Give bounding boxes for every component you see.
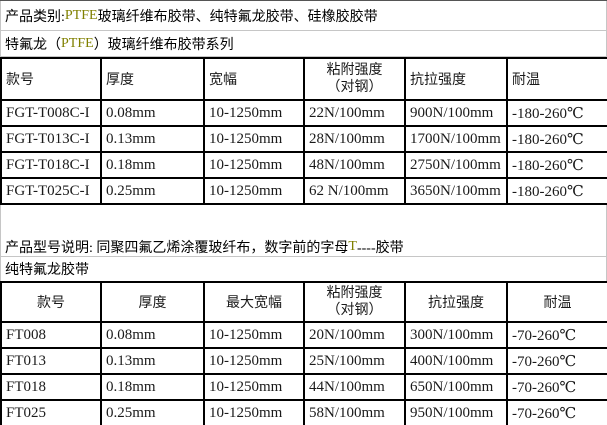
note-highlight-t: T <box>348 238 357 254</box>
col-header-thickness: 厚度 <box>100 57 205 101</box>
col-header-thickness: 厚度 <box>100 281 205 323</box>
cell-model: FGT-T025C-I <box>0 177 102 205</box>
series-highlight-ptfe: PTFE <box>61 35 94 51</box>
cell-width: 10-1250mm <box>203 151 305 179</box>
cell-adhesion: 58N/100mm <box>303 399 406 425</box>
pure-teflon-tape-table: 款号 厚度 最大宽幅 粘附强度 （对钢） 抗拉强度 耐温 FT008 0.08m… <box>0 281 607 425</box>
cell-adhesion: 22N/100mm <box>303 99 406 127</box>
cell-temperature: -180-260℃ <box>506 99 607 127</box>
cell-model: FT013 <box>0 347 102 375</box>
cell-model: FGT-T013C-I <box>0 125 102 153</box>
cell-tensile: 3650N/100mm <box>404 177 508 205</box>
cell-tensile: 650N/100mm <box>404 373 508 401</box>
cell-temperature: -180-260℃ <box>506 151 607 179</box>
cell-thickness: 0.18mm <box>100 151 205 179</box>
col-header-max-width: 最大宽幅 <box>203 281 305 323</box>
cell-model: FT008 <box>0 321 102 349</box>
table-header-row: 款号 厚度 宽幅 粘附强度 （对钢） 抗拉强度 耐温 <box>0 57 607 101</box>
category-highlight-ptfe: PTFE <box>64 7 98 23</box>
cell-thickness: 0.25mm <box>100 177 205 205</box>
series-suffix: ）玻璃纤维布胶带系列 <box>93 37 234 53</box>
spacer-row <box>0 205 607 237</box>
section2-title-label: 纯特氟龙胶带 <box>5 263 89 278</box>
table-row: FT025 0.25mm 10-1250mm 58N/100mm 950N/10… <box>0 399 607 425</box>
cell-width: 10-1250mm <box>203 99 305 127</box>
cell-adhesion: 20N/100mm <box>303 321 406 349</box>
col-header-model: 款号 <box>0 281 102 323</box>
cell-temperature: -70-260℃ <box>506 347 607 375</box>
cell-tensile: 1700N/100mm <box>404 125 508 153</box>
cell-thickness: 0.13mm <box>100 125 205 153</box>
series-title-line: 特氟龙（ PTFE ）玻璃纤维布胶带系列 <box>0 31 607 57</box>
table-row: FGT-T008C-I 0.08mm 10-1250mm 22N/100mm 9… <box>0 99 607 127</box>
cell-model: FGT-T018C-I <box>0 151 102 179</box>
cell-model: FT025 <box>0 399 102 425</box>
cell-model: FT018 <box>0 373 102 401</box>
cell-adhesion: 44N/100mm <box>303 373 406 401</box>
table-header-row: 款号 厚度 最大宽幅 粘附强度 （对钢） 抗拉强度 耐温 <box>0 281 607 323</box>
cell-width: 10-1250mm <box>203 125 305 153</box>
table-row: FT018 0.18mm 10-1250mm 44N/100mm 650N/10… <box>0 373 607 401</box>
table-row: FT008 0.08mm 10-1250mm 20N/100mm 300N/10… <box>0 321 607 349</box>
col-header-adhesion: 粘附强度 （对钢） <box>303 281 406 323</box>
cell-adhesion: 28N/100mm <box>303 125 406 153</box>
category-suffix: 玻璃纤维布胶带、纯特氟龙胶带、硅橡胶胶带 <box>97 9 378 25</box>
cell-adhesion: 62 N/100mm <box>303 177 406 205</box>
model-note-line: 产品型号说明: 同聚四氟乙烯涂覆玻纤布，数字前的字母 T ----胶带 <box>0 237 607 257</box>
cell-thickness: 0.18mm <box>100 373 205 401</box>
col-header-tensile: 抗拉强度 <box>404 281 508 323</box>
cell-tensile: 950N/100mm <box>404 399 508 425</box>
col-header-tensile: 抗拉强度 <box>404 57 508 101</box>
cell-tensile: 2750N/100mm <box>404 151 508 179</box>
cell-temperature: -180-260℃ <box>506 125 607 153</box>
series-prefix: 特氟龙（ <box>5 37 61 53</box>
cell-width: 10-1250mm <box>203 177 305 205</box>
col-header-width: 宽幅 <box>203 57 305 101</box>
cell-thickness: 0.08mm <box>100 99 205 127</box>
ptfe-glass-fiber-tape-table: 款号 厚度 宽幅 粘附强度 （对钢） 抗拉强度 耐温 FGT-T008C-I 0… <box>0 57 607 205</box>
cell-max-width: 10-1250mm <box>203 373 305 401</box>
col-header-model: 款号 <box>0 57 102 101</box>
cell-max-width: 10-1250mm <box>203 347 305 375</box>
section2-title: 纯特氟龙胶带 <box>0 257 607 281</box>
product-category-line: 产品类别: PTFE 玻璃纤维布胶带、纯特氟龙胶带、硅橡胶胶带 <box>0 1 607 31</box>
cell-thickness: 0.08mm <box>100 321 205 349</box>
category-prefix: 产品类别: <box>5 9 65 25</box>
cell-adhesion: 48N/100mm <box>303 151 406 179</box>
table-row: FT013 0.13mm 10-1250mm 25N/100mm 400N/10… <box>0 347 607 375</box>
note-prefix: 产品型号说明: 同聚四氟乙烯涂覆玻纤布，数字前的字母 <box>5 240 349 256</box>
table-row: FGT-T018C-I 0.18mm 10-1250mm 48N/100mm 2… <box>0 151 607 179</box>
cell-temperature: -180-260℃ <box>506 177 607 205</box>
cell-thickness: 0.13mm <box>100 347 205 375</box>
cell-max-width: 10-1250mm <box>203 321 305 349</box>
cell-model: FGT-T008C-I <box>0 99 102 127</box>
col-header-adhesion: 粘附强度 （对钢） <box>303 57 406 101</box>
cell-max-width: 10-1250mm <box>203 399 305 425</box>
cell-adhesion: 25N/100mm <box>303 347 406 375</box>
cell-tensile: 900N/100mm <box>404 99 508 127</box>
table-row: FGT-T025C-I 0.25mm 10-1250mm 62 N/100mm … <box>0 177 607 205</box>
cell-temperature: -70-260℃ <box>506 399 607 425</box>
cell-temperature: -70-260℃ <box>506 321 607 349</box>
col-header-temperature: 耐温 <box>506 57 607 101</box>
cell-tensile: 300N/100mm <box>404 321 508 349</box>
table-row: FGT-T013C-I 0.13mm 10-1250mm 28N/100mm 1… <box>0 125 607 153</box>
note-suffix: ----胶带 <box>356 240 404 256</box>
cell-tensile: 400N/100mm <box>404 347 508 375</box>
col-header-temperature: 耐温 <box>506 281 607 323</box>
cell-temperature: -70-260℃ <box>506 373 607 401</box>
cell-thickness: 0.25mm <box>100 399 205 425</box>
